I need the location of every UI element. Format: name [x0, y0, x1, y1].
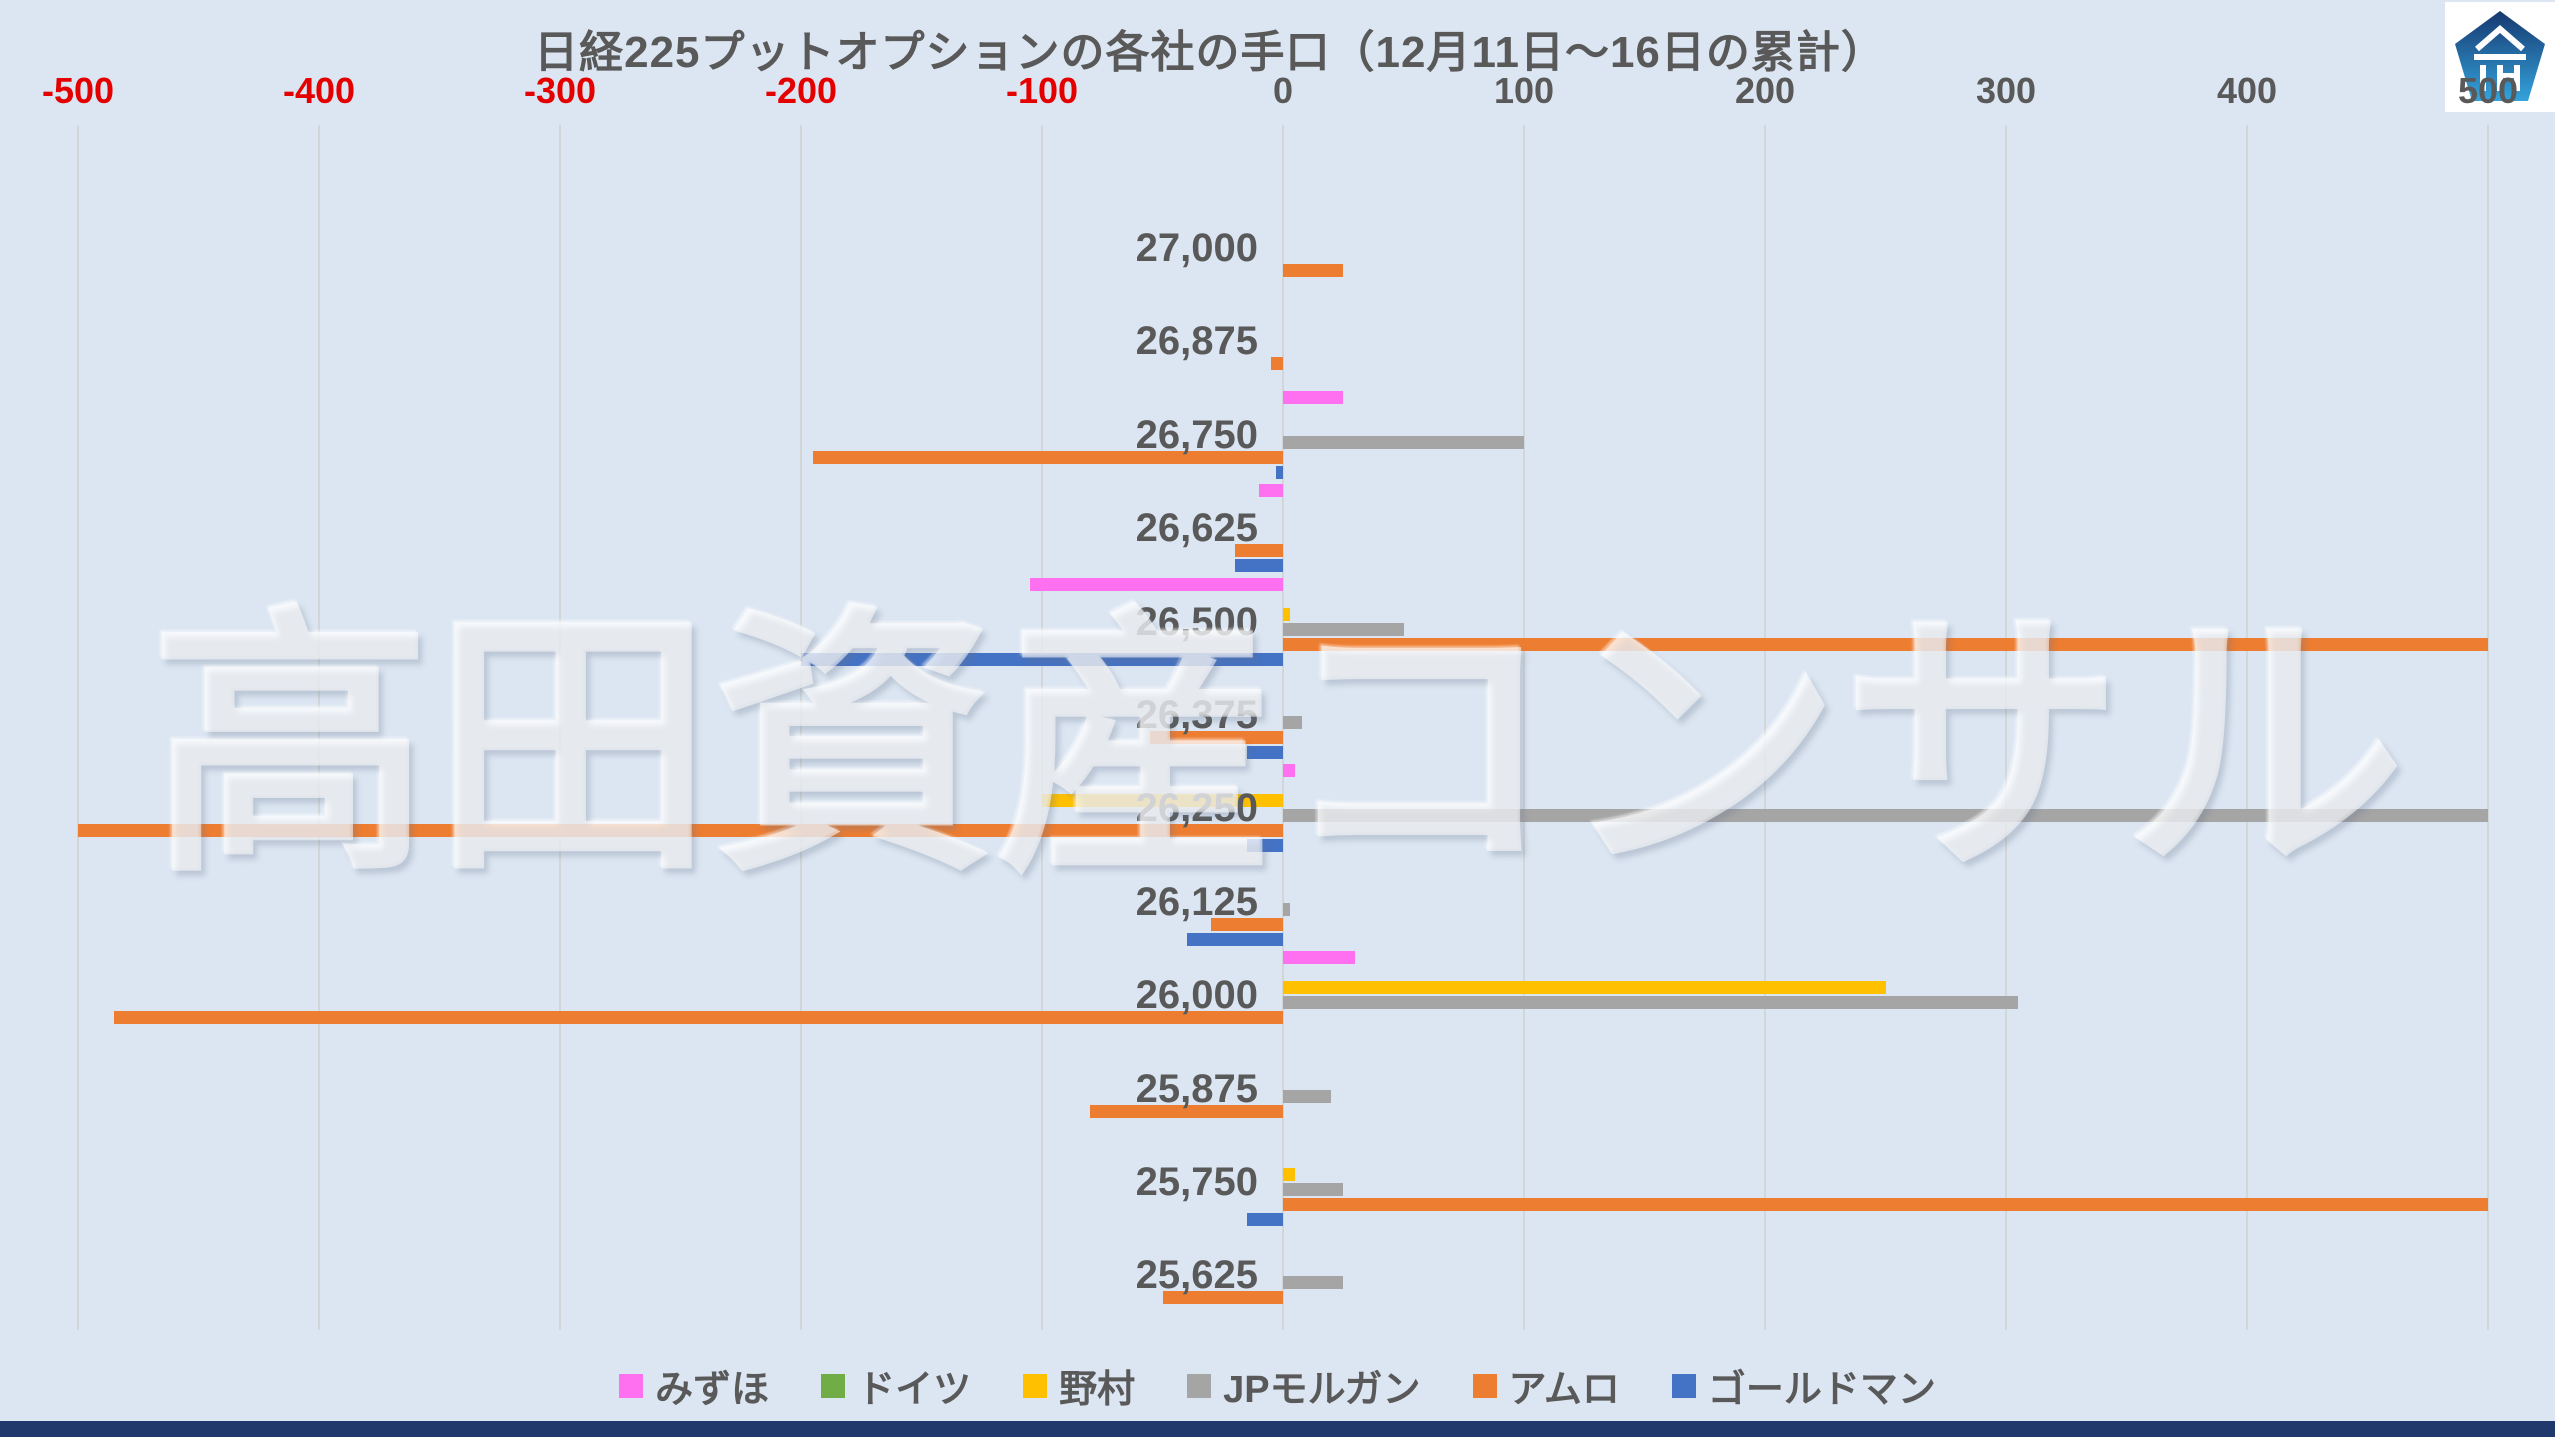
x-tick-label-500: 500 [2457, 70, 2519, 111]
pentagon-logo-icon [2455, 11, 2545, 101]
bar-アムロ-26,375 [1150, 731, 1283, 744]
bar-アムロ-25,750 [1283, 1198, 2488, 1211]
legend-label: ゴールドマン [1707, 1369, 1936, 1411]
legend-item-ドイツ: ドイツ [821, 1358, 971, 1413]
bar-アムロ-26,875 [1270, 357, 1283, 371]
gridline-400 [2246, 125, 2248, 1330]
page-title: 日経225プットオプションの各社の手口（12月11日～16日の累計） [534, 28, 1886, 77]
legend: みずほ ドイツ 野村 JPモルガン アムロ ゴールドマン [0, 1358, 2555, 1413]
bar-アムロ-26,750 [813, 450, 1283, 464]
x-tick-label-400: 400 [2216, 70, 2278, 111]
legend-label: ドイツ [857, 1369, 972, 1411]
legend-item-ゴールドマン: ゴールドマン [1671, 1358, 1936, 1413]
gridline-100 [1523, 125, 1525, 1330]
bar-ゴールドマン-26,500 [801, 652, 1283, 666]
bar-JPモルガン-26,000 [1283, 996, 2019, 1010]
x-tick-label--300: -300 [523, 70, 597, 111]
legend-item-みずほ: みずほ [619, 1358, 769, 1413]
strike-label-26,000: 26,000 [1135, 973, 1258, 1018]
bar-アムロ-26,625 [1234, 544, 1283, 558]
legend-label: アムロ [1508, 1369, 1620, 1411]
strike-label-25,875: 25,875 [1135, 1066, 1258, 1111]
strike-label-26,125: 26,125 [1135, 879, 1258, 924]
bar-JPモルガン-26,250 [1283, 809, 2488, 823]
bar-アムロ-25,625 [1162, 1291, 1283, 1305]
x-tick-label--500: -500 [41, 70, 115, 111]
x-tick-label-0: 0 [1272, 70, 1294, 111]
legend-swatch-icon [619, 1373, 644, 1398]
legend-swatch-icon [1023, 1373, 1048, 1398]
bar-JPモルガン-25,875 [1283, 1089, 1332, 1103]
bar-みずほ-26,625 [1258, 484, 1283, 498]
bottom-bar [0, 1421, 2555, 1437]
bar-JPモルガン-26,750 [1283, 435, 1524, 449]
x-tick-label--400: -400 [282, 70, 356, 111]
gridline-500 [2487, 125, 2489, 1330]
legend-swatch-icon [1472, 1373, 1497, 1398]
strike-label-25,750: 25,750 [1135, 1160, 1258, 1204]
gridline-300 [2005, 125, 2007, 1330]
bar-みずほ-26,250 [1283, 764, 1296, 778]
gridline-200 [1764, 125, 1766, 1330]
x-tick-label-200: 200 [1734, 70, 1796, 111]
bar-野村-26,000 [1283, 981, 1886, 995]
legend-swatch-icon [1671, 1373, 1696, 1398]
bar-野村-25,750 [1283, 1168, 1296, 1181]
strike-label-26,375: 26,375 [1135, 693, 1258, 737]
strike-label-26,500: 26,500 [1135, 599, 1258, 644]
legend-label: JPモルガン [1223, 1369, 1421, 1411]
bar-アムロ-26,125 [1210, 917, 1283, 931]
bar-アムロ-25,875 [1090, 1104, 1283, 1118]
bar-みずほ-26,500 [1029, 577, 1283, 591]
legend-item-アムロ: アムロ [1472, 1358, 1620, 1413]
gridline--400 [318, 125, 320, 1330]
legend-swatch-icon [1187, 1373, 1212, 1398]
x-tick-label--200: -200 [764, 70, 838, 111]
bar-野村-26,500 [1283, 607, 1291, 621]
gridline--200 [800, 125, 802, 1330]
x-tick-label-300: 300 [1975, 70, 2037, 111]
bar-アムロ-26,250 [78, 824, 1283, 838]
bar-JPモルガン-26,500 [1283, 622, 1404, 636]
x-tick-label-100: 100 [1493, 70, 1555, 111]
bar-アムロ-27,000 [1283, 264, 1344, 277]
strike-label-26,250: 26,250 [1135, 786, 1258, 831]
gridline--300 [559, 125, 561, 1330]
bar-JPモルガン-25,750 [1283, 1183, 1344, 1196]
bar-ゴールドマン-25,750 [1246, 1213, 1283, 1226]
legend-label: 野村 [1059, 1369, 1136, 1411]
bar-ゴールドマン-26,750 [1275, 465, 1283, 479]
legend-label: みずほ [655, 1369, 770, 1411]
bar-ゴールドマン-26,375 [1246, 746, 1283, 759]
gridline--100 [1041, 125, 1043, 1330]
legend-swatch-icon [821, 1373, 846, 1398]
bar-JPモルガン-25,625 [1283, 1276, 1344, 1290]
strike-label-25,625: 25,625 [1135, 1253, 1258, 1298]
legend-item-野村: 野村 [1023, 1358, 1135, 1413]
strike-label-26,750: 26,750 [1135, 412, 1258, 457]
x-tick-label--100: -100 [1005, 70, 1079, 111]
company-logo [2445, 2, 2555, 112]
bar-アムロ-26,500 [1283, 637, 2488, 651]
bar-JPモルガン-26,375 [1283, 716, 1303, 729]
strike-label-26,875: 26,875 [1135, 319, 1258, 364]
bar-野村-26,250 [1042, 794, 1283, 808]
gridline--500 [77, 125, 79, 1330]
bar-JPモルガン-26,125 [1283, 902, 1291, 916]
bar-アムロ-26,000 [114, 1011, 1283, 1025]
bar-ゴールドマン-26,625 [1234, 559, 1283, 573]
legend-item-JPモルガン: JPモルガン [1187, 1358, 1421, 1413]
strike-label-27,000: 27,000 [1135, 226, 1258, 270]
bar-みずほ-26,000 [1283, 951, 1356, 965]
strike-label-26,625: 26,625 [1135, 506, 1258, 551]
bar-みずほ-26,750 [1283, 390, 1344, 404]
bar-ゴールドマン-26,125 [1186, 932, 1283, 946]
bar-ゴールドマン-26,250 [1246, 839, 1283, 853]
